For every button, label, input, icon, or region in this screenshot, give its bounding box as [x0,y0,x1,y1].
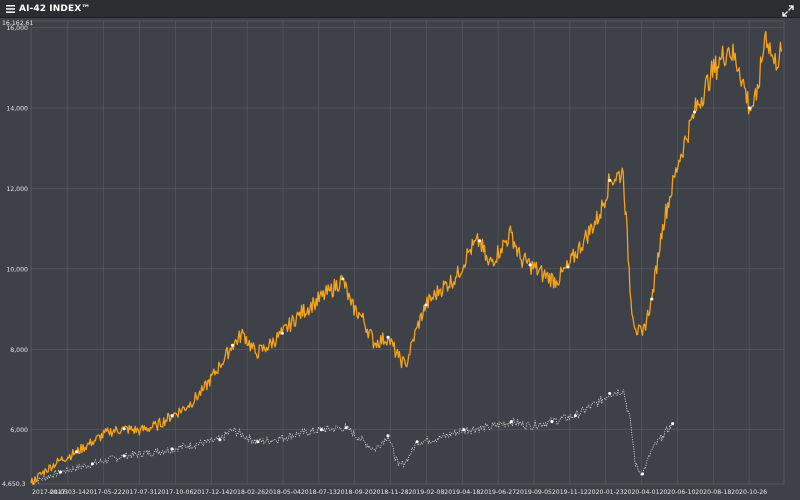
x-tick-label: 2017-05-22 [86,489,122,496]
y-min-label: 4,650.3 [2,481,26,488]
benchmark-marker [59,470,63,474]
y-tick-label: 8,000 [10,347,28,354]
index-marker [424,303,428,307]
index-marker [230,343,234,347]
x-tick-label: 2020-06-10 [659,489,695,496]
benchmark-marker [170,447,174,451]
benchmark-marker [640,472,644,476]
benchmark-marker [415,440,419,444]
index-marker [566,265,570,269]
benchmark-marker [509,420,513,424]
x-tick-label: 2019-11-12 [552,489,588,496]
benchmark-marker [573,414,577,418]
x-tick-label: 2018-02-26 [229,489,265,496]
index-line-chart: 6,000 8,000 10,000 12,000 14,000 16,00016,162… [2,20,785,496]
index-marker [692,110,696,114]
gridlines [30,20,785,485]
benchmark-marker [218,438,222,442]
x-tick-label: 2020-10-26 [731,489,767,496]
y-tick-label: 12,000 [6,186,28,193]
x-tick-label: 2017-01-03 [32,489,68,496]
x-tick-label: 2018-05-04 [265,489,301,496]
hamburger-menu-icon[interactable] [3,2,17,16]
index-marker [650,297,654,301]
benchmark-series-line [30,389,673,485]
benchmark-marker [319,428,323,432]
x-tick-label: 2018-07-13 [301,489,337,496]
benchmark-marker [344,426,348,430]
x-tick-label: 2019-04-18 [444,489,480,496]
x-tick-label: 2017-03-14 [50,489,86,496]
x-tick-label: 2017-12-14 [193,489,229,496]
index-marker [748,106,752,110]
index-marker [528,263,532,267]
benchmark-marker [608,392,612,396]
index-marker [608,178,612,182]
series-layer [30,30,783,486]
benchmark-marker [90,462,94,466]
x-tick-label: 2018-09-20 [337,489,373,496]
x-tick-label: 2019-09-05 [516,489,552,496]
x-tick-label: 2019-02-08 [408,489,444,496]
benchmark-marker [550,420,554,424]
x-tick-label: 2020-01-23 [588,489,624,496]
index-marker [478,239,482,243]
expand-arrows-icon[interactable] [782,2,794,17]
index-marker [75,450,79,454]
benchmark-marker [122,454,126,458]
x-tick-label: 2018-11-28 [373,489,409,496]
y-tick-label: 6,000 [10,427,28,434]
index-marker [341,277,345,281]
index-series-line [30,30,783,486]
x-tick-label: 2020-04-01 [624,489,660,496]
index-marker [386,335,390,339]
benchmark-marker [462,428,466,432]
y-tick-label: 14,000 [6,105,28,112]
y-max-label: 16,162.61 [2,20,34,27]
benchmark-marker [386,434,390,438]
plot-border [30,20,785,485]
title-bar: AI-42 INDEX™ [0,0,800,18]
index-marker [122,427,126,431]
benchmark-marker [256,440,260,444]
chart-title: AI-42 INDEX™ [19,3,91,14]
benchmark-marker [671,422,675,426]
x-tick-label: 2020-08-18 [695,489,731,496]
y-tick-label: 16,000 [6,25,28,32]
y-tick-label: 10,000 [6,266,28,273]
index-marker [280,331,284,335]
axis-labels: 6,000 8,000 10,000 12,000 14,000 16,00016,162… [2,20,767,496]
x-tick-label: 2019-06-27 [480,489,516,496]
x-tick-label: 2017-07-31 [122,489,158,496]
index-marker [170,414,174,418]
x-tick-label: 2017-10-06 [157,489,193,496]
